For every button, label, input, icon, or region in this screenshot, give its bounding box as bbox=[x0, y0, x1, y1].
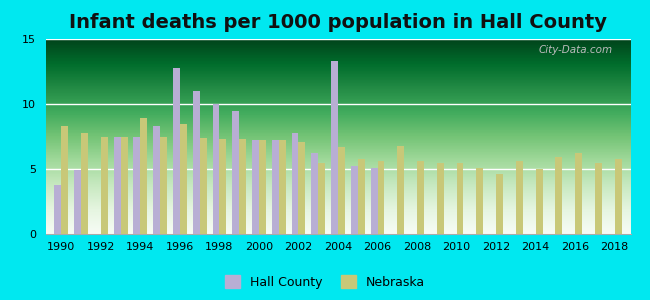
Bar bbox=[279, 140, 285, 234]
Title: Infant deaths per 1000 population in Hall County: Infant deaths per 1000 population in Hal… bbox=[69, 13, 607, 32]
Text: City-Data.com: City-Data.com bbox=[539, 45, 613, 55]
Bar bbox=[311, 153, 318, 234]
Bar bbox=[298, 142, 306, 234]
Bar bbox=[318, 163, 325, 234]
Bar bbox=[437, 163, 444, 234]
Bar bbox=[140, 118, 148, 234]
Bar bbox=[555, 157, 562, 234]
Bar bbox=[121, 136, 127, 234]
Bar bbox=[292, 133, 298, 234]
Bar bbox=[358, 159, 365, 234]
Bar bbox=[173, 68, 180, 234]
Bar bbox=[331, 61, 338, 234]
Bar bbox=[213, 104, 220, 234]
Bar bbox=[239, 139, 246, 234]
Bar bbox=[351, 167, 358, 234]
Legend: Hall County, Nebraska: Hall County, Nebraska bbox=[220, 270, 430, 294]
Bar bbox=[81, 133, 88, 234]
Bar bbox=[378, 161, 384, 234]
Bar bbox=[55, 184, 61, 234]
Bar bbox=[74, 170, 81, 234]
Bar bbox=[133, 136, 140, 234]
Bar bbox=[61, 126, 68, 234]
Bar bbox=[476, 168, 483, 234]
Bar bbox=[252, 140, 259, 234]
Bar bbox=[595, 163, 602, 234]
Bar bbox=[338, 147, 345, 234]
Bar bbox=[397, 146, 404, 234]
Bar bbox=[272, 140, 279, 234]
Bar bbox=[153, 126, 160, 234]
Bar bbox=[193, 91, 200, 234]
Bar bbox=[536, 169, 543, 234]
Bar bbox=[370, 168, 378, 234]
Bar bbox=[516, 161, 523, 234]
Bar bbox=[220, 139, 226, 234]
Bar bbox=[575, 153, 582, 234]
Bar bbox=[417, 161, 424, 234]
Bar bbox=[114, 136, 121, 234]
Bar bbox=[456, 163, 463, 234]
Bar bbox=[232, 110, 239, 234]
Bar bbox=[160, 136, 167, 234]
Bar bbox=[180, 124, 187, 234]
Bar bbox=[496, 174, 503, 234]
Bar bbox=[259, 140, 266, 234]
Bar bbox=[200, 138, 207, 234]
Bar bbox=[101, 136, 108, 234]
Bar bbox=[615, 159, 621, 234]
